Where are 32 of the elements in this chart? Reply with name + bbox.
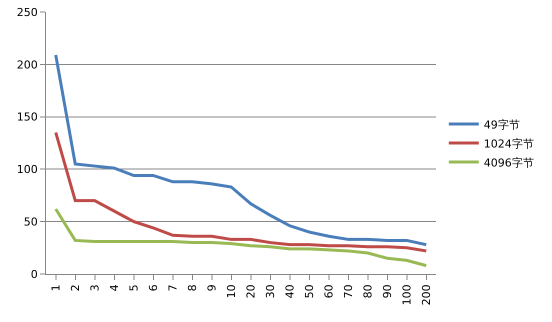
legend-label: 49字节 <box>484 118 520 132</box>
x-tick-label: 7 <box>166 284 180 292</box>
y-tick-label: 0 <box>30 268 38 281</box>
x-tick-label: 40 <box>283 284 296 298</box>
x-tick-label: 2 <box>68 284 82 292</box>
x-tick-label: 5 <box>127 284 140 292</box>
line-series <box>54 53 428 246</box>
x-tick-label: 50 <box>302 284 316 298</box>
x-tick-label: 10 <box>224 284 238 298</box>
line-series <box>54 208 428 268</box>
x-tick-label: 3 <box>88 284 102 292</box>
x-tick-label: 1 <box>49 284 62 292</box>
x-tick-label: 4 <box>108 284 121 292</box>
x-tick-label: 100 <box>400 284 414 306</box>
x-tick-label: 9 <box>205 284 218 292</box>
x-tick-label: 20 <box>244 284 258 298</box>
legend-label: 4096字节 <box>484 156 534 170</box>
line-series <box>54 131 428 252</box>
x-tick-label: 70 <box>342 284 355 298</box>
x-tick-label: 6 <box>146 284 160 292</box>
y-tick-label: 150 <box>16 110 38 124</box>
x-tick-label: 200 <box>420 284 433 306</box>
y-tick-label: 50 <box>24 215 38 228</box>
y-tick-label: 200 <box>16 58 38 72</box>
x-tick-label: 30 <box>264 284 277 298</box>
x-tick-label: 60 <box>322 284 336 298</box>
y-tick-label: 250 <box>16 6 38 19</box>
x-tick-label: 8 <box>186 284 199 292</box>
legend-label: 1024字节 <box>484 137 534 150</box>
x-tick-label: 80 <box>361 284 374 298</box>
x-tick-label: 90 <box>380 284 394 298</box>
y-tick-label: 100 <box>16 163 38 176</box>
